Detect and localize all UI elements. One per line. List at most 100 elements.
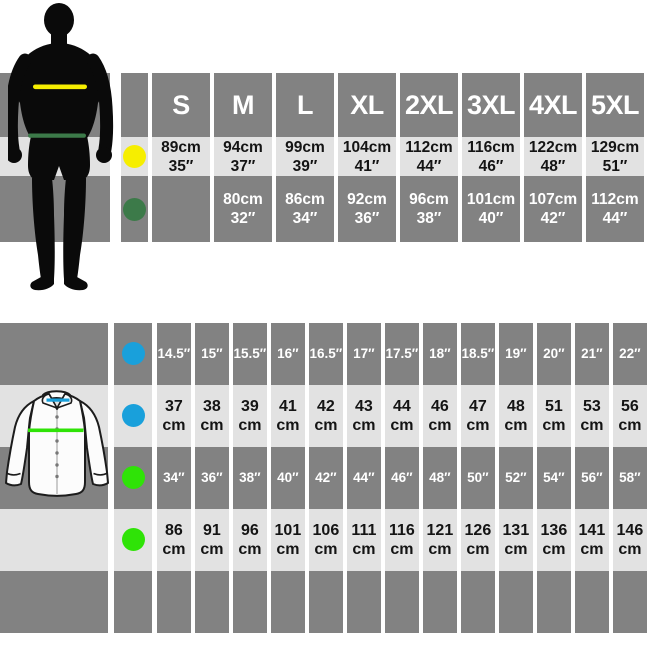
size-header-cell-4XL: 4XL bbox=[524, 73, 582, 137]
cell-line: cm bbox=[276, 540, 300, 558]
empty-cell bbox=[270, 570, 306, 633]
measurement-cell: 141 cm bbox=[574, 508, 610, 571]
cell-line: 41 bbox=[278, 397, 297, 415]
man-silhouette bbox=[8, 3, 114, 291]
measurement-cell: 54″ bbox=[536, 446, 572, 509]
measurement-cell: 47 cm bbox=[460, 384, 496, 447]
measurement-cell: 94cm 37″ bbox=[214, 137, 272, 176]
measurement-cell: 46″ bbox=[384, 446, 420, 509]
cell-line: L bbox=[297, 89, 314, 120]
cell-line: 46″ bbox=[391, 470, 413, 486]
cell-line: 51″ bbox=[602, 157, 628, 175]
cell-line: 48″ bbox=[540, 157, 566, 175]
cell-line: 104cm bbox=[342, 138, 392, 156]
cell-line: 38″ bbox=[416, 210, 442, 227]
measurement-cell: 111 cm bbox=[346, 508, 382, 571]
cell-line: 126 bbox=[464, 521, 492, 539]
measurement-cell: 99cm 39″ bbox=[276, 137, 334, 176]
cell-line: 37 bbox=[164, 397, 183, 415]
cell-line: 39″ bbox=[292, 157, 318, 175]
measurement-cell: 91 cm bbox=[194, 508, 230, 571]
cell-line: 18″ bbox=[429, 346, 451, 362]
measurement-cell: 19″ bbox=[498, 322, 534, 385]
cell-line: cm bbox=[428, 540, 452, 558]
figure-strip-band bbox=[0, 570, 108, 633]
figure-strip-band bbox=[0, 176, 110, 242]
cell-line: cm bbox=[428, 416, 452, 434]
measurement-cell: 104cm 41″ bbox=[338, 137, 396, 176]
cell-line: 16.5″ bbox=[309, 346, 343, 362]
measurement-cell: 14.5″ bbox=[156, 322, 192, 385]
cell-line: cm bbox=[390, 416, 414, 434]
cell-line: 42″ bbox=[540, 210, 566, 227]
measurement-cell: 86cm 34″ bbox=[276, 176, 334, 242]
measurement-cell: 121 cm bbox=[422, 508, 458, 571]
cell-line: 17.5″ bbox=[385, 346, 419, 362]
cell-line: 146 bbox=[616, 521, 644, 539]
empty-cell bbox=[460, 570, 496, 633]
measurement-cell: 92cm 36″ bbox=[338, 176, 396, 242]
empty-cell bbox=[194, 570, 230, 633]
man-right-leg bbox=[63, 178, 86, 279]
measurement-cell: 107cm 42″ bbox=[524, 176, 582, 242]
cell-line: cm bbox=[466, 416, 490, 434]
measurement-cell: 136 cm bbox=[536, 508, 572, 571]
shirt-left-sleeve bbox=[5, 400, 35, 487]
silhouette-yellow-line bbox=[33, 84, 87, 90]
shirt-left-cuff-line bbox=[6, 472, 21, 476]
measurement-cell: 53 cm bbox=[574, 384, 610, 447]
shirt-right-sleeve bbox=[79, 400, 109, 487]
green-dot-marker bbox=[123, 197, 146, 221]
cell-line: 116 bbox=[388, 521, 415, 539]
cell-line: 112cm bbox=[591, 191, 639, 208]
cell-line: 136 bbox=[540, 521, 568, 539]
measurement-cell: 56 cm bbox=[612, 384, 648, 447]
measurement-cell: 38″ bbox=[232, 446, 268, 509]
cell-line: cm bbox=[238, 540, 262, 558]
cell-line: 4XL bbox=[528, 89, 578, 120]
dot-column-cell bbox=[114, 570, 152, 633]
man-right-foot bbox=[64, 277, 88, 291]
size-header-cell-XL: XL bbox=[338, 73, 396, 137]
cell-line: 52″ bbox=[505, 470, 527, 486]
empty-cell bbox=[156, 570, 192, 633]
cell-line: 42 bbox=[316, 397, 335, 415]
measurement-cell: 46 cm bbox=[422, 384, 458, 447]
cell-line: cm bbox=[200, 540, 224, 558]
cell-line: 36″ bbox=[354, 210, 380, 227]
measurement-cell: 20″ bbox=[536, 322, 572, 385]
cell-line: 96 bbox=[240, 521, 259, 539]
cell-line: cm bbox=[504, 540, 528, 558]
cell-line: cm bbox=[276, 416, 300, 434]
cell-line: 15.5″ bbox=[233, 346, 267, 362]
cell-line: 20″ bbox=[543, 346, 565, 362]
silhouette-green-line bbox=[28, 133, 86, 138]
cell-line: 86 bbox=[164, 521, 183, 539]
cell-line: 44″ bbox=[416, 157, 442, 175]
cell-line: 91 bbox=[202, 521, 221, 539]
cell-line: 34″ bbox=[163, 470, 185, 486]
cell-line: 22″ bbox=[619, 346, 641, 362]
measurement-cell: 51 cm bbox=[536, 384, 572, 447]
cell-line: 16″ bbox=[277, 346, 299, 362]
cell-line: 34″ bbox=[292, 210, 318, 227]
cell-line: 96cm bbox=[409, 191, 449, 208]
cell-line: 51 bbox=[544, 397, 563, 415]
shirt-illustration bbox=[5, 390, 109, 497]
measurement-cell: 36″ bbox=[194, 446, 230, 509]
man-right-arm bbox=[86, 53, 114, 156]
measurement-cell: 106 cm bbox=[308, 508, 344, 571]
measurement-cell: 18.5″ bbox=[460, 322, 496, 385]
cell-line: cm bbox=[314, 416, 338, 434]
cell-line: cm bbox=[466, 540, 490, 558]
size-header-cell-M: M bbox=[214, 73, 272, 137]
measurement-cell: 101cm 40″ bbox=[462, 176, 520, 242]
cell-line: 48 bbox=[506, 397, 525, 415]
cell-line: cm bbox=[238, 416, 262, 434]
cell-line: M bbox=[232, 89, 255, 120]
cell-line: 32″ bbox=[230, 210, 256, 227]
shirt-right-cuff-line bbox=[93, 472, 108, 476]
measurement-cell: 58″ bbox=[612, 446, 648, 509]
cell-line: 46 bbox=[430, 397, 449, 415]
